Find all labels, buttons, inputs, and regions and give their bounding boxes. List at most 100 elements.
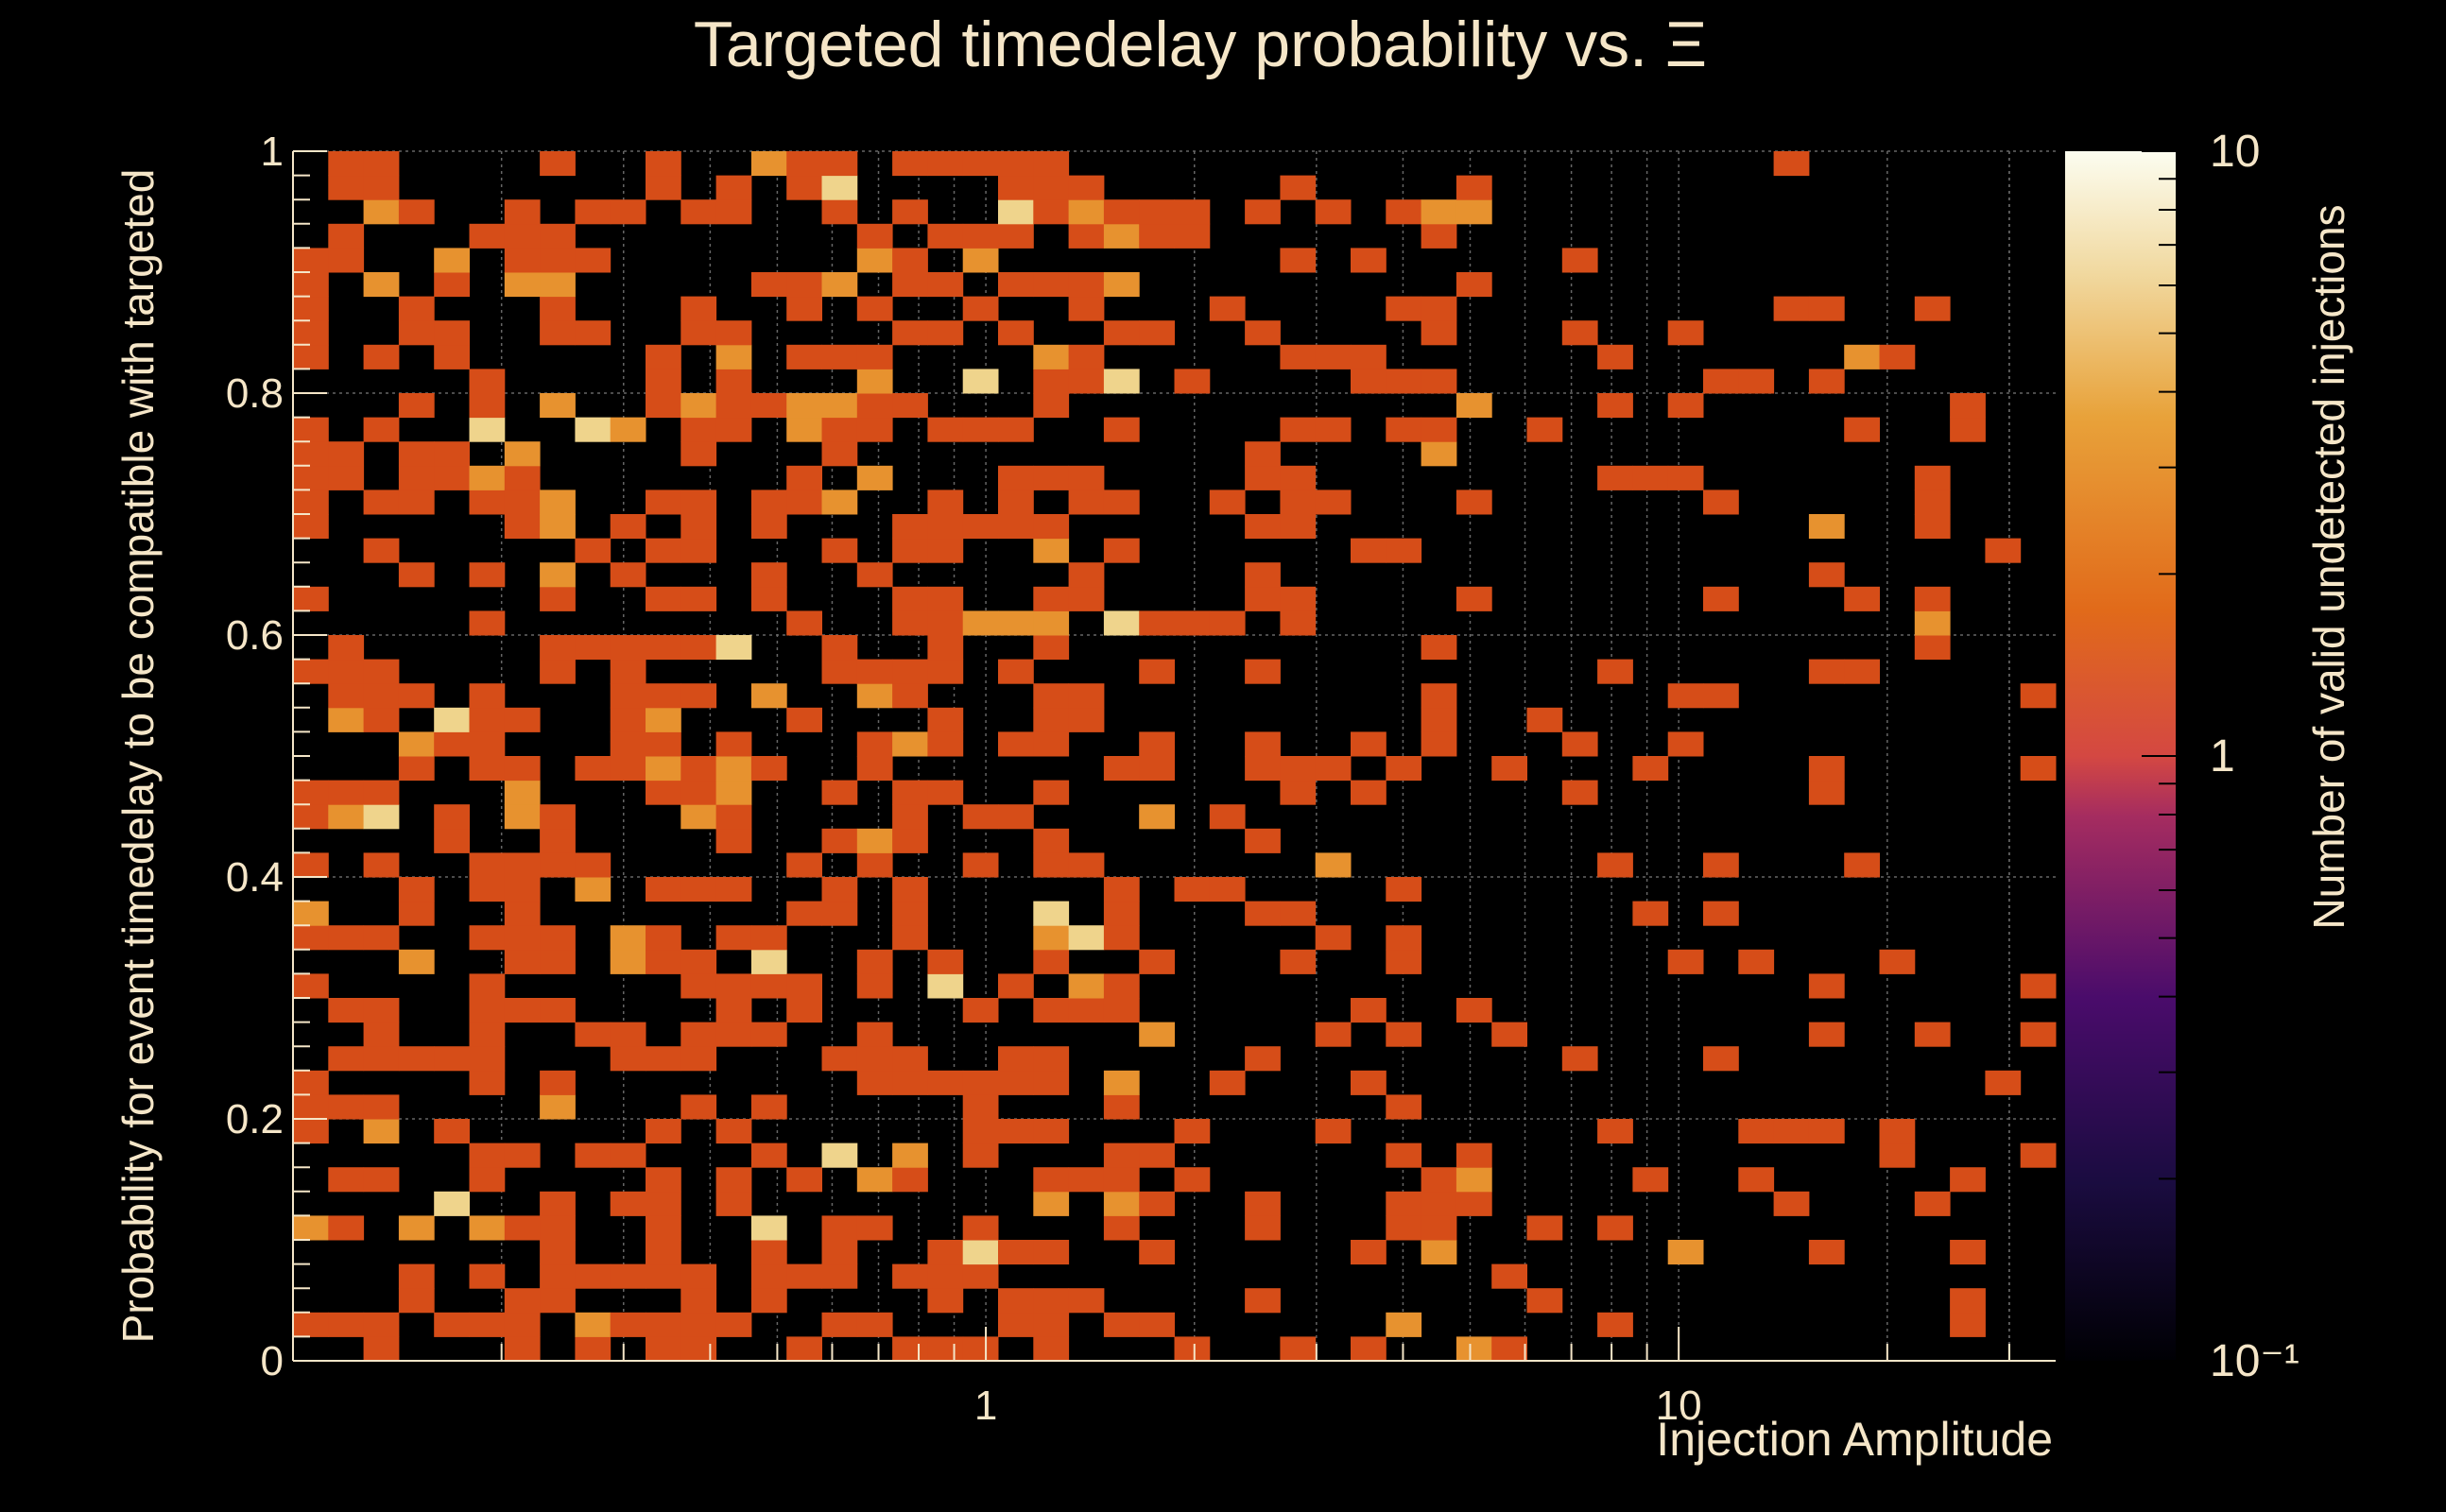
heatmap-cell	[1561, 731, 1598, 757]
heatmap-cell	[398, 683, 435, 709]
heatmap-cell	[786, 998, 822, 1023]
heatmap-cell	[1667, 393, 1704, 419]
heatmap-cell	[962, 248, 999, 273]
heatmap-cell	[1280, 1336, 1317, 1362]
heatmap-cell	[856, 1070, 893, 1095]
heatmap-cell	[786, 901, 822, 926]
heatmap-cell	[1456, 393, 1492, 419]
heatmap-cell	[892, 780, 928, 805]
heatmap-cell	[575, 199, 612, 225]
heatmap-cell	[293, 901, 329, 926]
heatmap-cell	[1139, 199, 1175, 225]
heatmap-cell	[1386, 1143, 1422, 1168]
heatmap-cell	[1033, 949, 1070, 974]
heatmap-cell	[1386, 1022, 1422, 1047]
heatmap-cell	[821, 659, 858, 684]
heatmap-cell	[328, 998, 365, 1023]
heatmap-cell	[927, 635, 964, 661]
heatmap-cell	[892, 659, 928, 684]
heatmap-cell	[1280, 465, 1317, 490]
heatmap-cell	[927, 1336, 964, 1362]
heatmap-cell	[1597, 344, 1633, 369]
heatmap-cell	[1914, 1022, 1951, 1047]
heatmap-cell	[680, 1336, 717, 1362]
heatmap-cell	[1703, 490, 1739, 515]
heatmap-cell	[1245, 901, 1281, 926]
heatmap-cell	[646, 393, 681, 419]
heatmap-cell	[750, 1094, 787, 1120]
heatmap-cell	[962, 151, 999, 177]
heatmap-cell	[328, 635, 365, 661]
heatmap-cell	[1351, 780, 1387, 805]
heatmap-cell	[1914, 1191, 1951, 1216]
heatmap-cell	[1033, 1240, 1070, 1265]
heatmap-cell	[1103, 901, 1140, 926]
heatmap-cell	[504, 199, 541, 225]
heatmap-cell	[504, 272, 541, 298]
heatmap-cell	[504, 949, 541, 974]
heatmap-cell	[1033, 1119, 1070, 1144]
heatmap-cell	[892, 683, 928, 709]
heatmap-cell	[1068, 490, 1105, 515]
heatmap-cell	[1808, 369, 1845, 394]
heatmap-cell	[363, 659, 400, 684]
heatmap-cell	[750, 586, 787, 611]
heatmap-cell	[1386, 1312, 1422, 1337]
heatmap-cell	[892, 731, 928, 757]
heatmap-cell	[750, 756, 787, 782]
heatmap-cell	[504, 1143, 541, 1168]
heatmap-cell	[856, 731, 893, 757]
heatmap-cell	[1879, 1143, 1916, 1168]
heatmap-cell	[363, 175, 400, 200]
heatmap-cell	[1103, 1143, 1140, 1168]
heatmap-cell	[398, 320, 435, 346]
heatmap-cell	[927, 659, 964, 684]
heatmap-cell	[540, 296, 576, 321]
heatmap-cell	[680, 490, 717, 515]
heatmap-cell	[1033, 852, 1070, 878]
heatmap-cell	[750, 514, 787, 540]
heatmap-cell	[680, 1046, 717, 1072]
heatmap-cell	[892, 514, 928, 540]
heatmap-cell	[328, 1312, 365, 1337]
heatmap-cell	[1245, 586, 1281, 611]
heatmap-cell	[1667, 949, 1704, 974]
heatmap-cell	[1456, 175, 1492, 200]
heatmap-cell	[962, 223, 999, 249]
heatmap-cell	[1103, 877, 1140, 902]
heatmap-cell	[1351, 998, 1387, 1023]
heatmap-cell	[646, 490, 681, 515]
heatmap-cell	[715, 828, 752, 853]
heatmap-cell	[998, 804, 1034, 830]
heatmap-cell	[1667, 731, 1704, 757]
heatmap-cell	[856, 1022, 893, 1047]
heatmap-cell	[1068, 707, 1105, 732]
heatmap-cell	[715, 780, 752, 805]
heatmap-cell	[1209, 296, 1246, 321]
heatmap-cell	[1033, 393, 1070, 419]
heatmap-cell	[998, 465, 1034, 490]
heatmap-cell	[293, 780, 329, 805]
heatmap-cell	[434, 1119, 470, 1144]
heatmap-cell	[962, 1094, 999, 1120]
x-axis-label: Injection Amplitude	[1656, 1413, 2053, 1466]
heatmap-cell	[892, 199, 928, 225]
heatmap-cell	[540, 1263, 576, 1289]
heatmap-cell	[1103, 490, 1140, 515]
heatmap-cell	[434, 441, 470, 467]
heatmap-cell	[575, 1336, 612, 1362]
heatmap-cell	[1103, 272, 1140, 298]
heatmap-cell	[1738, 1119, 1775, 1144]
heatmap-cell	[821, 780, 858, 805]
heatmap-cell	[2020, 683, 2057, 709]
heatmap-cell	[1033, 175, 1070, 200]
heatmap-cell	[504, 780, 541, 805]
heatmap-cell	[469, 731, 506, 757]
heatmap-cell	[927, 949, 964, 974]
heatmap-cell	[680, 635, 717, 661]
heatmap-cell	[1421, 417, 1457, 442]
heatmap-cell	[469, 683, 506, 709]
heatmap-cell	[504, 925, 541, 951]
heatmap-cell	[610, 1312, 646, 1337]
heatmap-cell	[1174, 199, 1211, 225]
